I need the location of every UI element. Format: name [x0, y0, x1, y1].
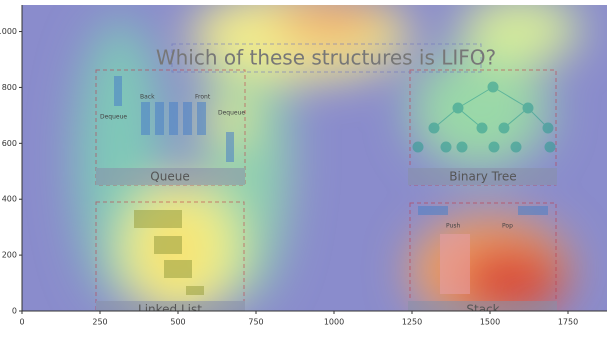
x-tick-label: 1000 [324, 318, 344, 327]
x-tick-label: 1250 [402, 318, 422, 327]
y-tick-label: 1000 [0, 27, 17, 36]
x-tick-label: 500 [170, 318, 185, 327]
y-tick-label: 400 [2, 195, 17, 204]
queue-label: Dequeue [218, 110, 245, 117]
y-tick-label: 0 [12, 307, 17, 316]
queue-label: Dequeue [100, 114, 127, 121]
x-tick-label: 1500 [480, 318, 500, 327]
x-tick-label: 250 [92, 318, 107, 327]
plot-area: Which of these structures is LIFO? Queue… [22, 0, 607, 325]
stack-label: Pop [502, 223, 513, 230]
question-text: Which of these structures is LIFO? [156, 46, 496, 70]
option-label: Linked List [138, 303, 202, 317]
stack-label: Push [446, 223, 460, 230]
option-label: Binary Tree [449, 170, 516, 184]
y-tick-label: 800 [2, 83, 17, 92]
y-tick-label: 600 [2, 139, 17, 148]
y-tick-label: 200 [2, 251, 17, 260]
x-tick-label: 750 [248, 318, 263, 327]
x-tick-label: 1750 [558, 318, 578, 327]
x-tick-label: 0 [19, 318, 24, 327]
queue-label: Back [140, 94, 155, 101]
option-label: Stack [466, 303, 499, 317]
heatmap-chart: Which of these structures is LIFO? Queue… [0, 0, 615, 354]
option-label: Queue [150, 170, 189, 184]
queue-label: Front [195, 94, 211, 101]
